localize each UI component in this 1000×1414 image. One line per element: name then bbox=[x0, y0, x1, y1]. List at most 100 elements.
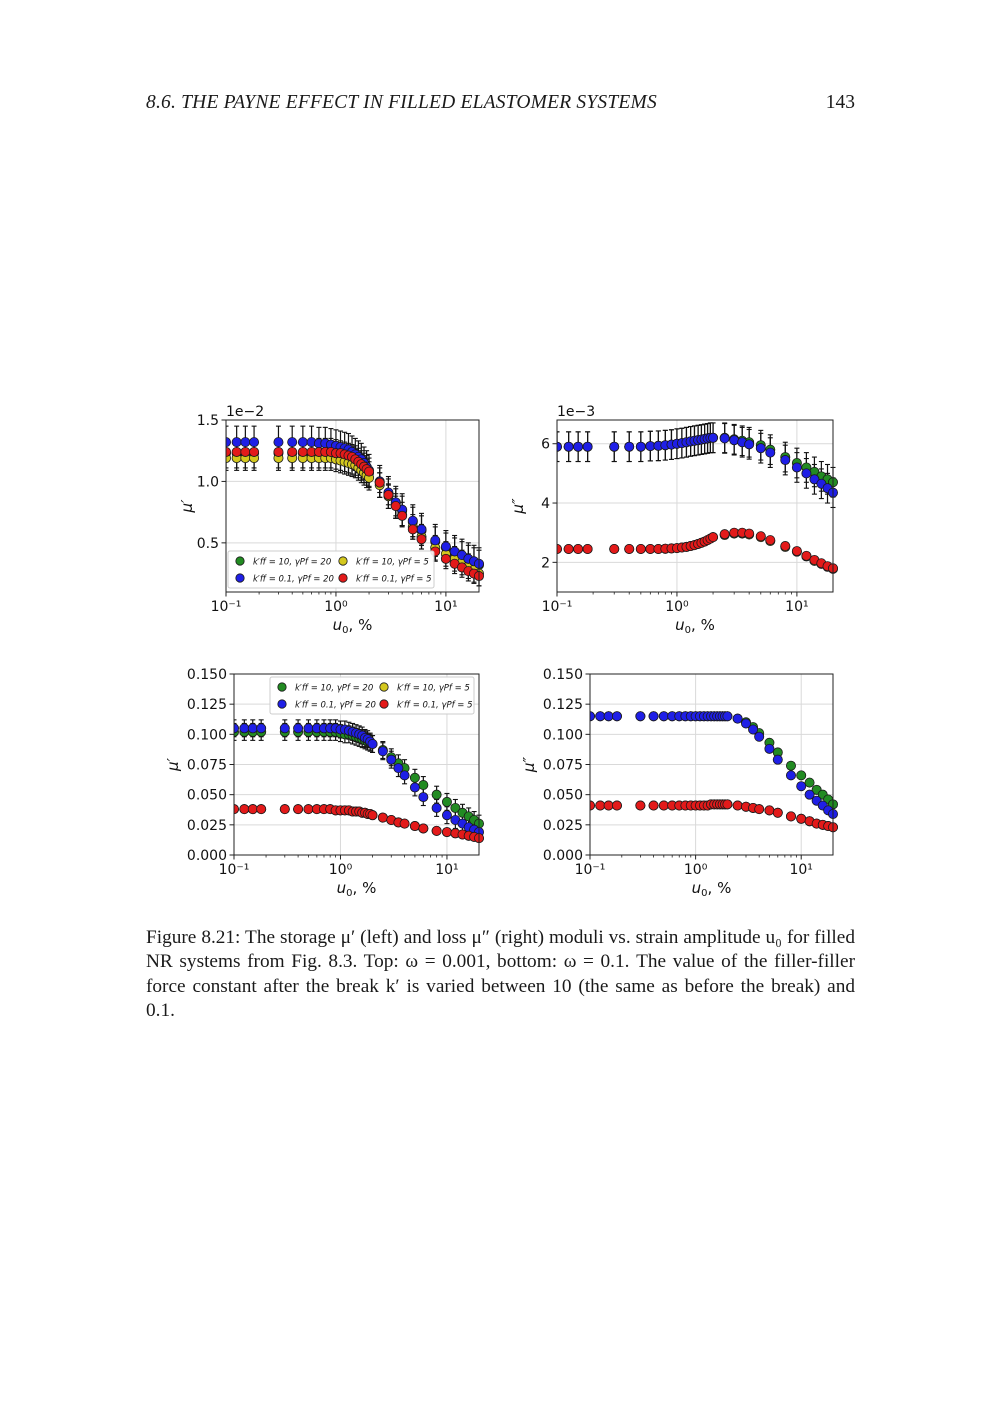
legend-box bbox=[269, 676, 475, 715]
data-point bbox=[719, 433, 730, 444]
data-point bbox=[367, 810, 378, 821]
data-point bbox=[247, 723, 258, 734]
data-point bbox=[279, 723, 290, 734]
data-point bbox=[441, 796, 452, 807]
data-point bbox=[754, 731, 765, 742]
legend-marker bbox=[338, 556, 348, 566]
x-tick-label: 10¹ bbox=[789, 862, 812, 878]
y-axis-label: μ′ bbox=[178, 499, 196, 514]
data-point bbox=[785, 811, 796, 822]
data-point bbox=[732, 800, 743, 811]
axis-offset-label: 1e−3 bbox=[557, 404, 595, 420]
y-tick-label: 0.075 bbox=[543, 758, 583, 774]
data-point bbox=[393, 763, 404, 774]
y-tick-label: 0.050 bbox=[187, 788, 227, 804]
data-point bbox=[303, 723, 314, 734]
data-point bbox=[247, 804, 258, 815]
data-point bbox=[303, 804, 314, 815]
plot-frame bbox=[556, 419, 834, 593]
data-point bbox=[804, 789, 815, 800]
data-area bbox=[234, 719, 484, 844]
legend-marker bbox=[277, 699, 287, 709]
data-point bbox=[801, 550, 812, 561]
legend-marker bbox=[235, 556, 245, 566]
data-point bbox=[609, 544, 620, 555]
data-point bbox=[804, 777, 815, 788]
y-tick-label: 0.100 bbox=[543, 727, 583, 743]
legend-label: k′ff = 10, γPf = 5 bbox=[356, 558, 429, 568]
data-point bbox=[582, 544, 593, 555]
data-point bbox=[791, 546, 802, 557]
data-point bbox=[754, 804, 765, 815]
data-point bbox=[609, 441, 620, 452]
data-point bbox=[256, 804, 267, 815]
y-axis-label: μ″ bbox=[509, 498, 527, 515]
chart-bottom-left: 10⁻¹ 10⁰ 10¹ 0.000 0.025 0.050 0.075 0.100 0.125… bbox=[164, 667, 484, 899]
data-point bbox=[273, 446, 284, 457]
data-point bbox=[399, 770, 410, 781]
data-point bbox=[801, 468, 812, 479]
data-point bbox=[386, 754, 397, 765]
axis-offset-label: 1e−2 bbox=[226, 404, 264, 420]
data-point bbox=[796, 813, 807, 824]
y-tick-label: 0.025 bbox=[187, 818, 227, 834]
data-point bbox=[231, 437, 242, 448]
data-point bbox=[582, 441, 593, 452]
data-point bbox=[409, 821, 420, 832]
data-point bbox=[755, 531, 766, 542]
data-point bbox=[409, 772, 420, 783]
data-point bbox=[239, 723, 250, 734]
data-area bbox=[226, 425, 484, 587]
data-point bbox=[279, 804, 290, 815]
legend-label: k′ff = 10, γPf = 20 bbox=[295, 684, 373, 694]
data-point bbox=[416, 524, 427, 535]
data-point bbox=[744, 528, 755, 539]
data-point bbox=[407, 524, 418, 535]
legend-bottom-left: k′ff = 10, γPf = 20 k′ff = 10, γPf = 5 k′f… bbox=[269, 676, 475, 715]
figure-caption: Figure 8.21: The storage μ′ (left) and l… bbox=[146, 927, 855, 1022]
section-title: 8.6. THE PAYNE EFFECT IN FILLED ELASTOME… bbox=[146, 92, 657, 113]
x-tick-label: 10⁰ bbox=[665, 599, 689, 615]
data-point bbox=[796, 781, 807, 792]
x-tick-label: 10⁰ bbox=[324, 599, 348, 615]
data-point bbox=[791, 462, 802, 473]
data-point bbox=[624, 544, 635, 555]
data-point bbox=[595, 800, 606, 811]
y-axis-label: μ′ bbox=[164, 757, 182, 772]
y-tick-label: 0.100 bbox=[187, 727, 227, 743]
data-point bbox=[367, 738, 378, 749]
data-point bbox=[383, 489, 394, 500]
data-point bbox=[603, 800, 614, 811]
legend-label: k′ff = 0.1, γPf = 20 bbox=[295, 701, 376, 711]
data-point bbox=[256, 723, 267, 734]
data-point bbox=[418, 823, 429, 834]
running-head: 8.6. THE PAYNE EFFECT IN FILLED ELASTOME… bbox=[146, 92, 855, 118]
data-point bbox=[416, 534, 427, 545]
data-point bbox=[240, 446, 251, 457]
data-point bbox=[772, 807, 783, 818]
data-point bbox=[293, 723, 304, 734]
y-tick-label: 0.150 bbox=[543, 667, 583, 683]
data-point bbox=[658, 711, 669, 722]
data-point bbox=[708, 432, 719, 443]
data-point bbox=[765, 447, 776, 458]
data-point bbox=[226, 446, 231, 457]
y-tick-label: 6 bbox=[541, 437, 550, 453]
legend-marker bbox=[235, 573, 245, 583]
legend-marker bbox=[379, 699, 389, 709]
data-point bbox=[708, 532, 719, 543]
data-point bbox=[440, 541, 451, 552]
data-point bbox=[635, 711, 646, 722]
data-point bbox=[431, 789, 442, 800]
data-point bbox=[440, 553, 451, 564]
data-point bbox=[364, 466, 375, 477]
data-point bbox=[249, 437, 260, 448]
data-point bbox=[450, 802, 461, 813]
data-point bbox=[409, 782, 420, 793]
data-point bbox=[740, 718, 751, 729]
data-point bbox=[407, 515, 418, 526]
data-point bbox=[293, 804, 304, 815]
data-point bbox=[377, 746, 388, 757]
data-point bbox=[249, 446, 260, 457]
